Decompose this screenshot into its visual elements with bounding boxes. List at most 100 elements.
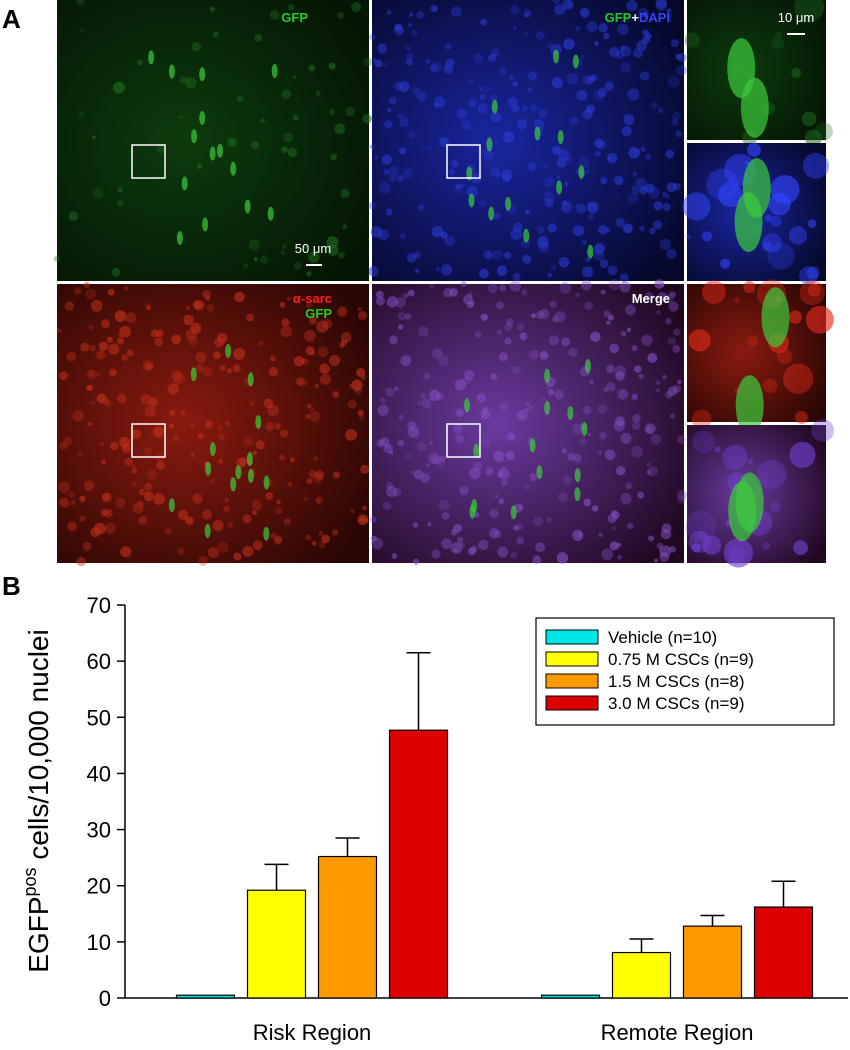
cell xyxy=(588,213,595,221)
cell xyxy=(385,208,393,216)
cell xyxy=(389,96,397,105)
cell xyxy=(236,457,246,468)
cell xyxy=(594,243,605,254)
cell xyxy=(263,398,274,409)
cell xyxy=(278,454,286,461)
cell xyxy=(368,33,376,41)
cell xyxy=(190,453,195,458)
cell xyxy=(621,126,632,137)
cell xyxy=(398,147,407,155)
cell xyxy=(672,111,681,120)
cell xyxy=(331,529,339,536)
cell xyxy=(631,186,641,196)
cell xyxy=(303,496,308,501)
y-tick-label: 70 xyxy=(87,593,111,618)
cell xyxy=(468,79,474,84)
gfp-cell xyxy=(761,287,790,348)
cell xyxy=(453,424,463,434)
cell xyxy=(59,442,68,450)
cell xyxy=(614,175,624,186)
cell xyxy=(308,316,317,325)
cell xyxy=(217,425,224,432)
cell xyxy=(555,174,561,180)
cell xyxy=(357,409,364,417)
cell xyxy=(616,466,626,476)
cell xyxy=(644,292,654,301)
bar xyxy=(317,855,378,999)
cell xyxy=(579,437,587,446)
cell xyxy=(795,410,809,424)
cell xyxy=(185,516,194,525)
cell xyxy=(620,45,632,57)
gfp-cell xyxy=(247,372,254,387)
cell xyxy=(363,57,373,67)
cell xyxy=(675,130,682,138)
cell xyxy=(561,337,570,346)
cell xyxy=(357,310,367,320)
cell xyxy=(67,521,77,532)
cell xyxy=(108,343,120,355)
cell xyxy=(104,522,116,534)
zoom-box xyxy=(446,423,481,458)
cell xyxy=(648,535,655,542)
gfp-cell xyxy=(176,230,183,245)
cell xyxy=(121,443,131,454)
cell xyxy=(356,368,366,378)
cell xyxy=(85,288,97,300)
cell xyxy=(56,328,62,333)
cell xyxy=(662,202,672,212)
cell xyxy=(283,517,291,525)
cell xyxy=(603,387,609,393)
cell xyxy=(701,280,726,304)
cell xyxy=(59,371,68,380)
cell xyxy=(340,188,350,199)
gfp-cell xyxy=(574,487,581,502)
cell xyxy=(389,450,394,455)
cell xyxy=(76,0,86,5)
cell xyxy=(600,177,608,185)
cell xyxy=(474,331,482,339)
cell xyxy=(405,58,413,66)
legend-label: 3.0 M CSCs (n=9) xyxy=(608,694,745,713)
cell xyxy=(443,64,454,74)
cell xyxy=(672,344,681,353)
gfp-cell xyxy=(740,77,769,138)
cell xyxy=(100,459,107,465)
cell xyxy=(414,268,420,274)
cell xyxy=(807,283,821,297)
y-tick-label: 40 xyxy=(87,761,111,786)
gfp-cell xyxy=(271,63,278,78)
cell xyxy=(576,531,583,538)
cell xyxy=(576,89,588,101)
cell xyxy=(441,511,450,520)
cell xyxy=(527,404,534,412)
cell xyxy=(524,31,529,37)
cell xyxy=(191,42,202,52)
cell xyxy=(490,48,500,58)
cell xyxy=(538,109,547,118)
cell xyxy=(80,342,90,352)
cell xyxy=(131,429,142,440)
cell xyxy=(289,456,296,463)
cell xyxy=(449,288,458,297)
cell xyxy=(702,535,722,555)
cell xyxy=(788,226,808,245)
label-part: GFP xyxy=(605,10,632,25)
bar xyxy=(682,925,743,999)
label-part: DAPI xyxy=(639,10,670,25)
cell xyxy=(516,522,524,531)
x-tick-label: Risk Region xyxy=(253,1020,372,1045)
cell xyxy=(512,25,518,31)
error-bar xyxy=(700,914,725,927)
cell xyxy=(107,288,115,296)
zoom-box xyxy=(446,144,481,179)
cell xyxy=(432,348,443,359)
cell xyxy=(523,483,530,490)
cell xyxy=(585,169,590,174)
label-part: + xyxy=(631,10,639,25)
cell xyxy=(189,422,194,427)
cell xyxy=(243,437,253,447)
cell xyxy=(68,211,79,222)
cell xyxy=(90,400,96,406)
